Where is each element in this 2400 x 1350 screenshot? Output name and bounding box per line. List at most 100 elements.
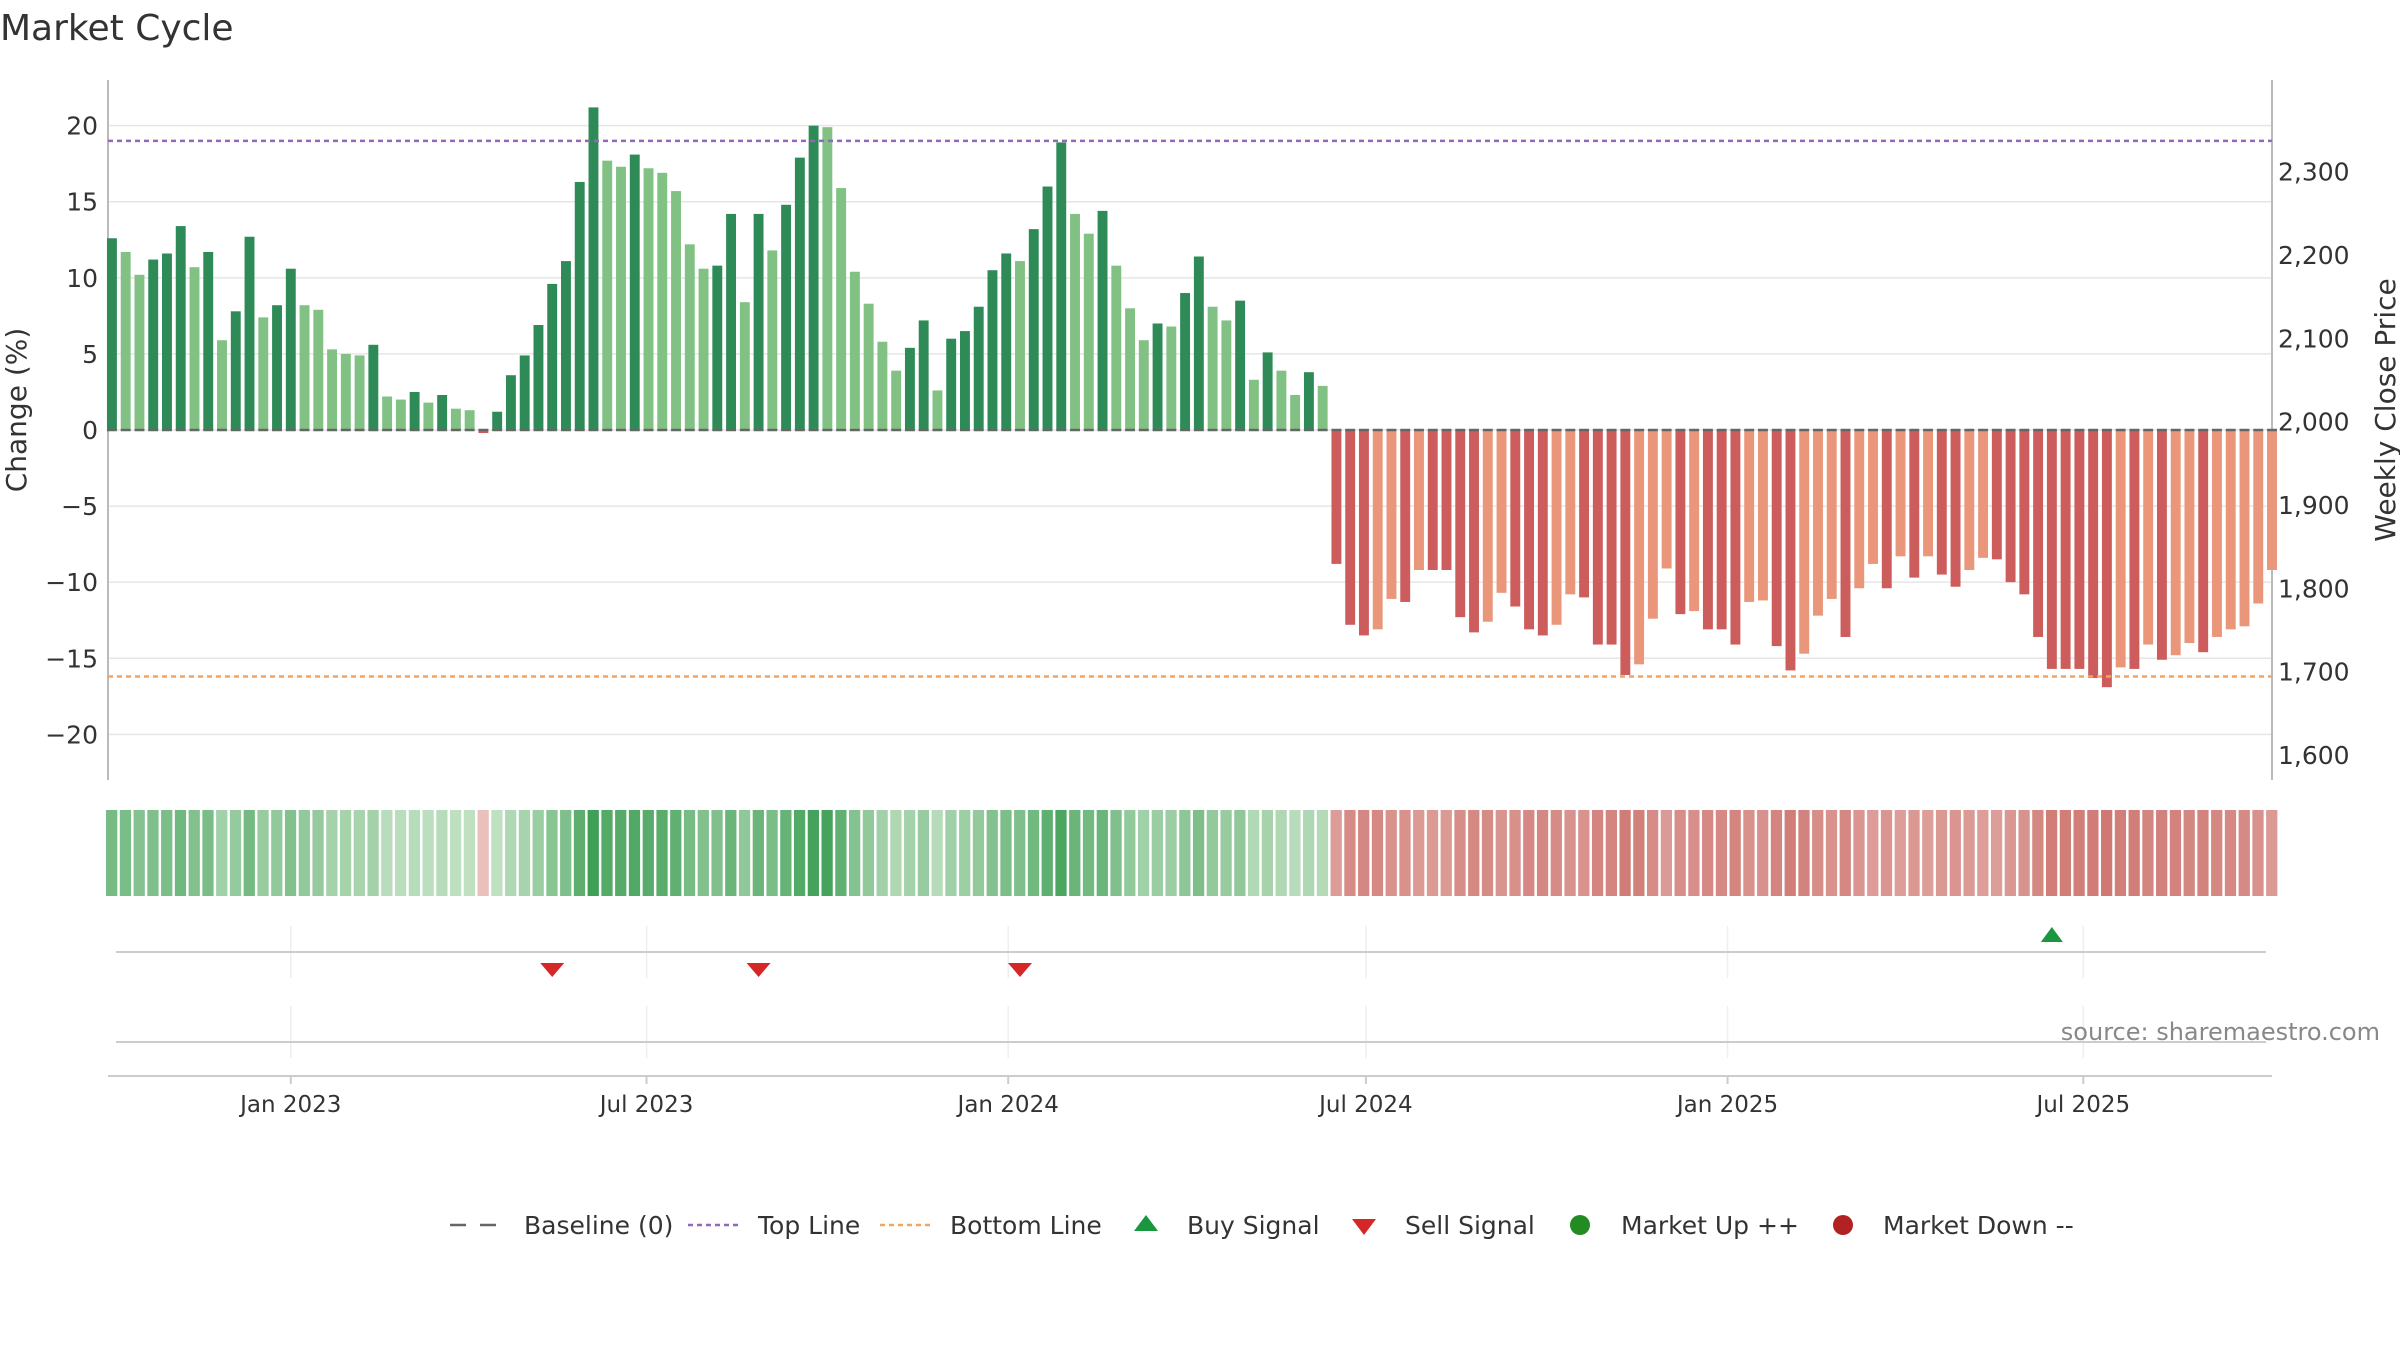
heatmap-cell [1963, 810, 1975, 896]
heatmap-cell [1729, 810, 1741, 896]
heatmap-cell [1041, 810, 1053, 896]
x-tick-label: Jul 2023 [598, 1092, 694, 1118]
heatmap-cell [381, 810, 393, 896]
heatmap-cell [2238, 810, 2250, 896]
grid-lines [108, 124, 2272, 736]
heatmap-cell [463, 810, 476, 896]
change-bar [423, 402, 434, 430]
change-bar [2212, 430, 2222, 637]
heatmap-cell [106, 810, 118, 896]
heatmap-cell [1454, 810, 1466, 896]
reference-lines [108, 139, 2272, 678]
change-bar [918, 320, 929, 430]
y-tick-label: −20 [45, 720, 98, 749]
change-bar [2184, 430, 2195, 644]
heatmap-cell [1330, 810, 1342, 896]
change-bar [2170, 430, 2181, 656]
change-bar [1785, 430, 1796, 671]
change-bar [808, 125, 819, 431]
change-bar [2225, 430, 2236, 630]
heatmap-cell [1206, 810, 1218, 896]
change-bar [657, 172, 668, 430]
legend-swatch-buy-icon [1134, 1215, 1158, 1231]
y2-tick-label: 2,100 [2278, 324, 2350, 353]
heatmap-cell [1151, 810, 1163, 896]
heatmap-cell [2045, 810, 2058, 896]
change-bar [230, 311, 241, 430]
change-bar [1868, 430, 1878, 564]
heatmap-cell [1894, 810, 1906, 896]
heatmap-cell [271, 810, 283, 896]
x-tick-label: Jan 2024 [956, 1092, 1059, 1118]
heatmap-cell [793, 810, 806, 896]
change-bar [739, 302, 750, 430]
change-bar [1180, 293, 1191, 430]
change-bar [1840, 430, 1851, 637]
change-bar [1771, 430, 1782, 647]
heatmap-cell [1413, 810, 1425, 896]
heatmap-cell [119, 810, 132, 896]
heatmap-cell [1674, 810, 1686, 896]
change-bar [1936, 430, 1947, 575]
chart-title: Market Cycle [0, 8, 234, 49]
change-bar [1702, 430, 1713, 630]
change-bar [726, 213, 737, 430]
change-bar [1290, 395, 1301, 430]
change-bar [1675, 430, 1686, 615]
heatmap-cell [1633, 810, 1645, 896]
heatmap-cell [1509, 810, 1521, 896]
heatmap-cell [1261, 810, 1274, 896]
x-tick-label: Jan 2023 [238, 1092, 341, 1118]
x-tick-label: Jul 2024 [1317, 1092, 1413, 1118]
heatmap-cell [587, 810, 599, 896]
legend-item: Baseline (0) [450, 1211, 673, 1240]
y2-tick-labels: 2,300 2,200 2,100 2,000 1,900 1,800 1,700 1,600 [2278, 158, 2350, 770]
y2-tick-label: 2,200 [2278, 241, 2350, 270]
heatmap-cell [1605, 810, 1617, 896]
heatmap-cell [202, 810, 214, 896]
change-bar [2198, 430, 2209, 653]
change-bar [162, 253, 172, 430]
y-tick-label: 15 [66, 188, 98, 217]
change-bar [464, 410, 475, 430]
change-bar [932, 390, 943, 430]
change-bar [1909, 430, 1920, 578]
heatmap-cell [1660, 810, 1673, 896]
change-bar [299, 305, 310, 430]
heatmap-cell [1385, 810, 1397, 896]
heatmap-cell [1481, 810, 1494, 896]
heatmap-cell [1922, 810, 1934, 896]
y2-tick-label: 2,300 [2278, 158, 2350, 187]
change-bar [2156, 430, 2167, 660]
heatmap-cell [518, 810, 531, 896]
heatmap-cell [1867, 810, 1879, 896]
change-bar [1469, 430, 1479, 633]
change-bar [1895, 430, 1906, 557]
change-bar [1881, 430, 1892, 589]
change-bar [836, 188, 847, 430]
change-bar [533, 325, 544, 430]
legend-item: Top Line [688, 1211, 860, 1240]
heatmap-cell [450, 810, 462, 896]
change-bar [1923, 430, 1933, 557]
change-bar [2074, 430, 2085, 669]
heatmap-cell [1536, 810, 1549, 896]
legend-swatch-market-down-icon [1833, 1215, 1853, 1235]
heatmap-cell [243, 810, 255, 896]
y2-tick-label: 1,700 [2278, 658, 2350, 687]
heatmap-cell [1275, 810, 1287, 896]
heatmap-cell [1303, 810, 1315, 896]
change-bar [175, 226, 186, 430]
y2-tick-label: 2,000 [2278, 408, 2350, 437]
change-bar [684, 244, 695, 430]
change-bar [822, 127, 833, 430]
legend-label: Market Down -- [1883, 1211, 2074, 1240]
heatmap-cell [2004, 810, 2016, 896]
change-bar [1455, 430, 1466, 618]
change-bar [1221, 320, 1232, 430]
change-bar [1248, 379, 1259, 430]
heatmap-cell [284, 810, 297, 896]
change-bar [1964, 430, 1975, 570]
change-bar [340, 353, 351, 430]
change-bar [1276, 370, 1287, 430]
